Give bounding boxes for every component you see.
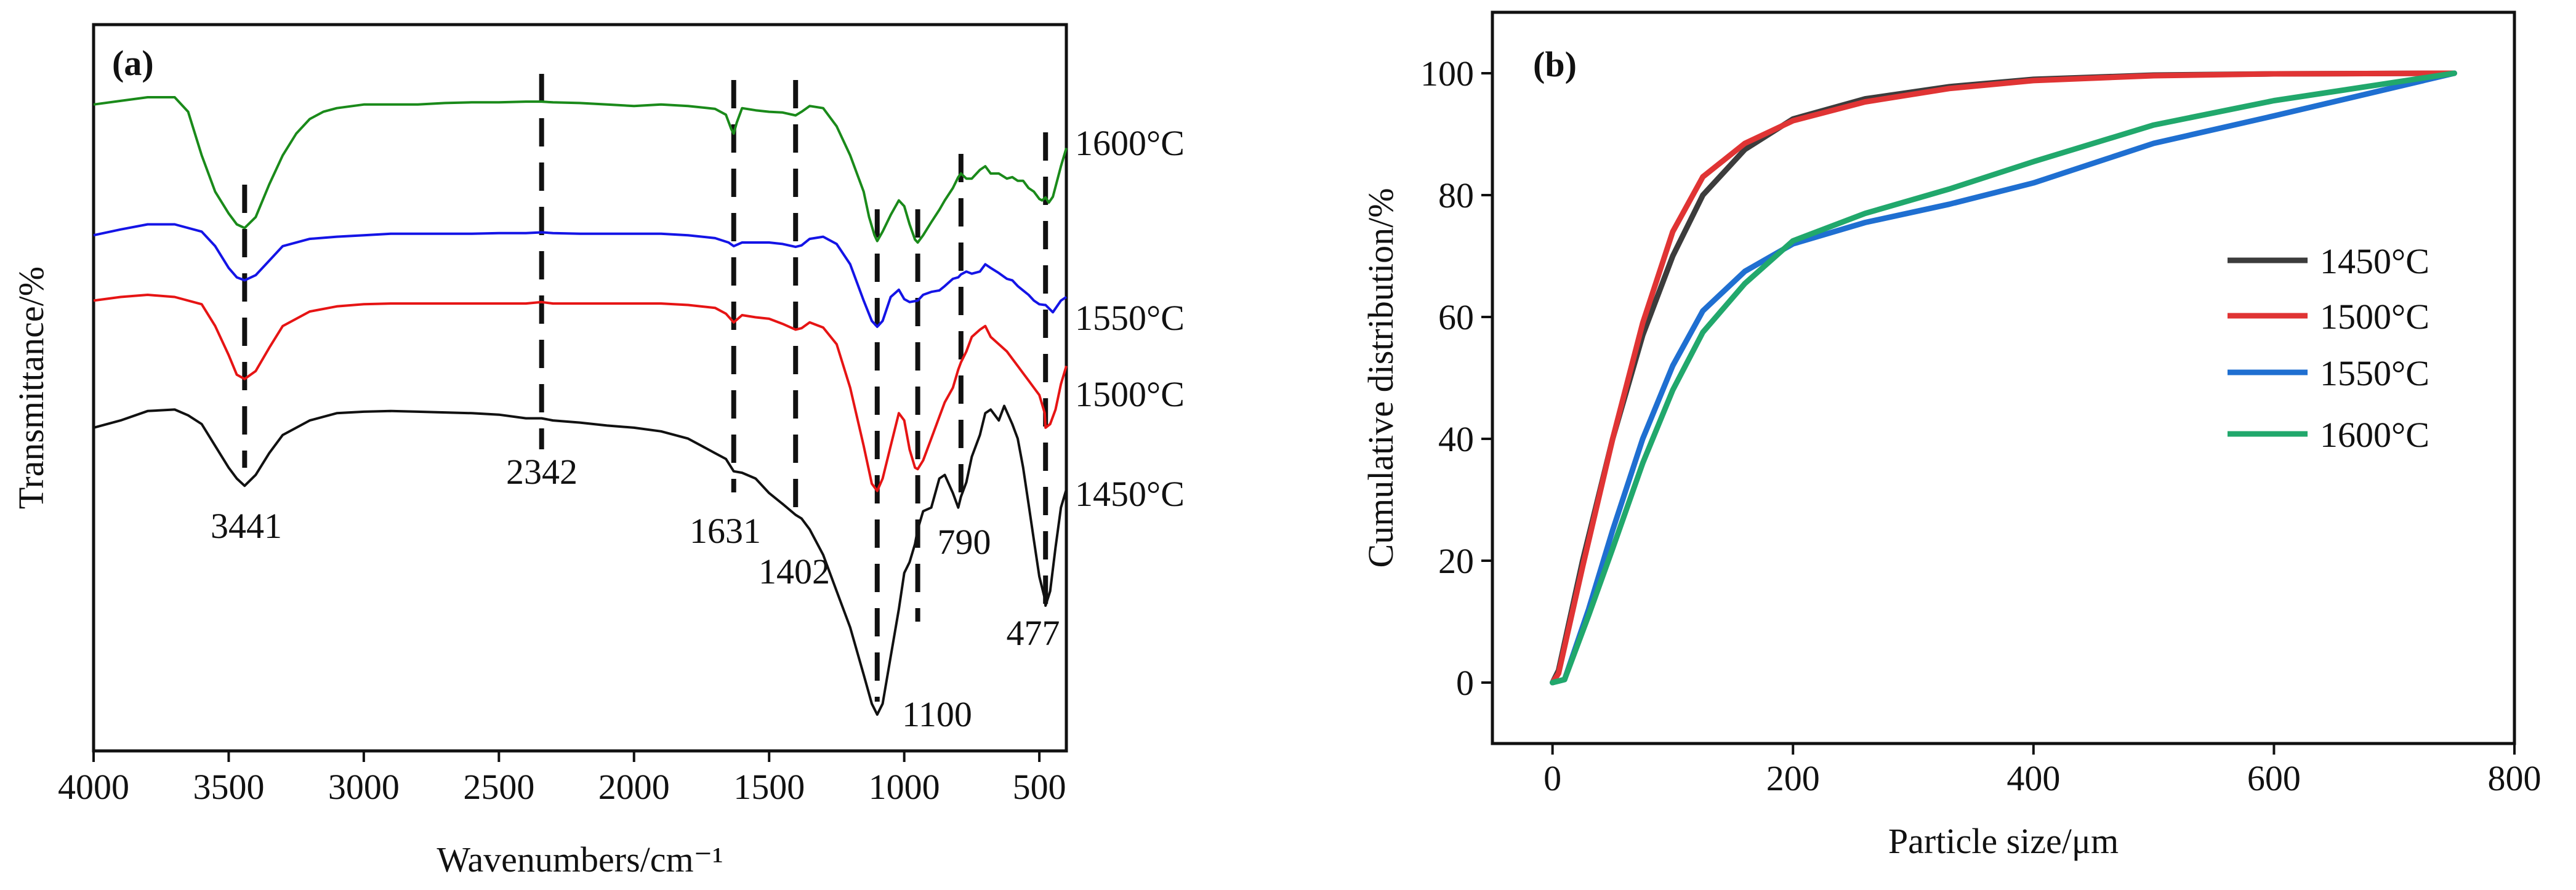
peak-label-1100: 1100 bbox=[902, 694, 972, 734]
x-tick-label-1000: 1000 bbox=[869, 767, 940, 807]
peak-label-3441: 3441 bbox=[211, 506, 282, 546]
b-x-tick-label-400: 400 bbox=[2006, 758, 2060, 798]
x-tick-label-2000: 2000 bbox=[598, 767, 670, 807]
panel-a-y-axis-label: Transmittance/% bbox=[11, 267, 51, 509]
curve-label-1500: 1500°C bbox=[1075, 374, 1185, 414]
ftir-curve-1550C bbox=[93, 223, 1068, 328]
x-tick-label-2500: 2500 bbox=[463, 767, 534, 807]
cumulative-curve-1600C bbox=[1550, 70, 2457, 686]
panel-b-x-axis-label: Particle size/μm bbox=[1888, 821, 2119, 861]
ftir-curve-1600C bbox=[93, 96, 1068, 244]
peak-label-1402: 1402 bbox=[759, 551, 830, 591]
b-x-tick-label-800: 800 bbox=[2488, 758, 2542, 798]
peak-label-2342: 2342 bbox=[506, 452, 578, 492]
panel-b-x-axis: 0 200 400 600 800 bbox=[1544, 744, 2542, 798]
panel-b-legend: 1450°C 1500°C 1550°C 1600°C bbox=[2228, 241, 2429, 455]
x-tick-label-1500: 1500 bbox=[733, 767, 805, 807]
panel-b-cumulative-chart: (b) 0 200 400 600 800 0 20 40 60 80 100 Particle … bbox=[1361, 10, 2542, 861]
b-x-tick-label-200: 200 bbox=[1766, 758, 1820, 798]
peak-label-790: 790 bbox=[938, 522, 991, 562]
panel-a-x-axis: 4000 3500 3000 2500 2000 1500 1000 500 bbox=[58, 751, 1066, 807]
panel-a-x-axis-label: Wavenumbers/cm⁻¹ bbox=[437, 840, 723, 880]
b-y-tick-label-20: 20 bbox=[1438, 541, 1474, 581]
cumulative-curve-1450C bbox=[1550, 70, 2457, 686]
b-y-tick-label-60: 60 bbox=[1438, 297, 1474, 337]
curve-label-1600: 1600°C bbox=[1075, 123, 1185, 163]
panel-a-label: (a) bbox=[112, 43, 154, 83]
panel-a-ftir-chart: (a) 4000 3500 3000 2500 2000 1500 1000 500 Wave… bbox=[11, 23, 1185, 880]
panel-b-plot-frame bbox=[1491, 10, 2516, 745]
curve-label-1550: 1550°C bbox=[1075, 298, 1185, 338]
cumulative-curve-1500C bbox=[1550, 70, 2457, 686]
panel-b-label: (b) bbox=[1533, 44, 1577, 84]
legend-label-1500: 1500°C bbox=[2320, 297, 2429, 337]
peak-label-1631: 1631 bbox=[690, 511, 761, 551]
b-y-tick-label-0: 0 bbox=[1456, 663, 1474, 703]
legend-label-1600: 1600°C bbox=[2320, 415, 2429, 455]
x-tick-label-3000: 3000 bbox=[328, 767, 400, 807]
b-x-tick-label-0: 0 bbox=[1544, 758, 1561, 798]
b-y-tick-label-40: 40 bbox=[1438, 419, 1474, 459]
legend-label-1550: 1550°C bbox=[2320, 353, 2429, 393]
x-tick-label-4000: 4000 bbox=[58, 767, 129, 807]
cumulative-curve-1550C bbox=[1550, 70, 2457, 686]
peak-label-477: 477 bbox=[1007, 613, 1060, 653]
b-y-tick-label-80: 80 bbox=[1438, 175, 1474, 215]
curve-label-1450: 1450°C bbox=[1075, 474, 1185, 514]
x-tick-label-3500: 3500 bbox=[193, 767, 264, 807]
b-x-tick-label-600: 600 bbox=[2247, 758, 2301, 798]
legend-label-1450: 1450°C bbox=[2320, 241, 2429, 281]
x-tick-label-500: 500 bbox=[1013, 767, 1066, 807]
ftir-curve-1500C bbox=[93, 294, 1068, 492]
ftir-curve-1450C bbox=[93, 404, 1068, 716]
panel-a-dashed-markers bbox=[242, 74, 1049, 702]
panel-a-plot-frame bbox=[92, 23, 1068, 753]
panel-b-curves bbox=[1550, 70, 2457, 686]
panel-b-y-axis: 0 20 40 60 80 100 bbox=[1420, 54, 1492, 703]
panel-b-y-axis-label: Cumulative distribution/% bbox=[1361, 188, 1401, 567]
b-y-tick-label-100: 100 bbox=[1420, 54, 1474, 94]
panel-a-curves bbox=[93, 96, 1068, 716]
